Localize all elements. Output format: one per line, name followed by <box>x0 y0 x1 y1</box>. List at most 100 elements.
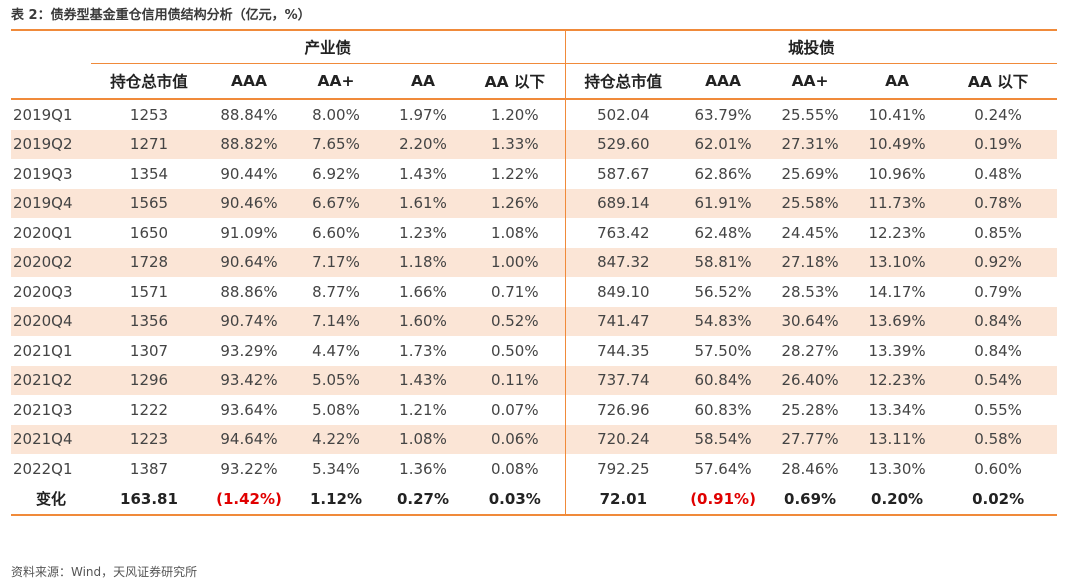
table-cell: 28.53% <box>781 282 839 301</box>
table-cell: 1.43% <box>381 365 465 395</box>
table-cell: 57.64% <box>694 459 752 478</box>
table-cell: 24.45% <box>781 223 839 242</box>
table-cell: 587.67 <box>597 164 650 183</box>
col-header: AA 以下 <box>939 63 1058 100</box>
table-cell: 7.14% <box>291 306 381 336</box>
table-cell: 744.35 <box>597 341 650 360</box>
table-cell: 1223 <box>91 424 207 454</box>
table-row: 2019Q1 1253 88.84% 8.00% 1.97% 1.20% 502.04 63.… <box>11 99 1057 130</box>
table-cell: 13.34% <box>868 400 926 419</box>
table-cell: 27.77% <box>765 424 856 454</box>
table-row: 2021Q4 1223 94.64% 4.22% 1.08% 0.06% 720.24 58.… <box>11 424 1058 454</box>
change-row: 变化 163.81 (1.42%) 1.12% 0.27% 0.03% 72.01 (0.91… <box>11 483 1058 516</box>
table-cell: 54.83% <box>681 306 766 336</box>
credit-bond-table: 产业债 城投债 持仓总市值 AAA AA+ AA AA 以下 持仓总市值 AAA… <box>11 29 1058 516</box>
table-cell: 13.10% <box>855 247 940 277</box>
table-cell: 61.91% <box>681 188 766 218</box>
row-label: 2019Q2 <box>11 129 91 159</box>
table-row: 2022Q1 1387 93.22% 5.34% 1.36% 0.08% 792.25 57.… <box>11 454 1057 484</box>
change-cell: 0.02% <box>939 483 1058 516</box>
table-cell: 1.08% <box>465 218 566 248</box>
table-cell: 0.08% <box>465 454 566 484</box>
table-row: 2019Q2 1271 88.82% 7.65% 2.20% 1.33% 529.60 62.… <box>11 129 1058 159</box>
table-cell: 5.05% <box>291 365 381 395</box>
table-cell: 12.23% <box>868 223 926 242</box>
table-cell: 93.42% <box>207 365 291 395</box>
table-cell: 0.07% <box>465 395 566 425</box>
row-label: 2022Q1 <box>13 459 73 478</box>
row-label: 2021Q2 <box>11 365 91 395</box>
table-cell: 0.60% <box>974 459 1022 478</box>
table-row: 2019Q3 1354 90.44% 6.92% 1.43% 1.22% 587.67 62.… <box>11 159 1057 189</box>
row-label: 2019Q3 <box>13 164 73 183</box>
table-cell: 1.18% <box>381 247 465 277</box>
table-cell: 792.25 <box>597 459 650 478</box>
table-cell: 0.58% <box>939 424 1058 454</box>
table-row: 2021Q1 1307 93.29% 4.47% 1.73% 0.50% 744.35 57.… <box>11 336 1057 366</box>
table-cell: 1.21% <box>399 400 447 419</box>
table-cell: 25.69% <box>781 164 839 183</box>
table-cell: 90.46% <box>207 188 291 218</box>
table-cell: 27.18% <box>765 247 856 277</box>
table-cell: 1271 <box>91 129 207 159</box>
table-row: 2020Q4 1356 90.74% 7.14% 1.60% 0.52% 741.47 54.… <box>11 306 1058 336</box>
table-cell: 0.06% <box>465 424 566 454</box>
table-row: 2020Q3 1571 88.86% 8.77% 1.66% 0.71% 849.10 56.… <box>11 277 1057 307</box>
change-cell: 1.12% <box>291 483 381 516</box>
table-cell: 62.48% <box>694 223 752 242</box>
row-label: 2021Q1 <box>13 341 73 360</box>
table-cell: 91.09% <box>220 223 278 242</box>
table-cell: 1296 <box>91 365 207 395</box>
table-cell: 1354 <box>129 164 169 183</box>
table-cell: 0.71% <box>465 277 566 307</box>
table-cell: 13.39% <box>868 341 926 360</box>
table-cell: 1.43% <box>399 164 447 183</box>
col-header: 持仓总市值 <box>565 63 682 100</box>
change-label: 变化 <box>11 483 91 516</box>
table-cell: 88.84% <box>220 105 278 124</box>
table-cell: 4.22% <box>291 424 381 454</box>
table-cell: 7.17% <box>291 247 381 277</box>
table-cell: 93.22% <box>220 459 278 478</box>
table-cell: 63.79% <box>694 105 752 124</box>
corner-cell <box>11 29 91 64</box>
table-cell: 1.61% <box>381 188 465 218</box>
table-cell: 763.42 <box>597 223 650 242</box>
table-cell: 1253 <box>129 105 169 124</box>
table-cell: 741.47 <box>565 306 682 336</box>
row-label: 2019Q1 <box>13 105 73 124</box>
table-cell: 0.55% <box>974 400 1022 419</box>
table-row: 2021Q3 1222 93.64% 5.08% 1.21% 0.07% 726.96 60.… <box>11 395 1057 425</box>
col-header: 持仓总市值 <box>91 63 207 100</box>
table-cell: 6.60% <box>312 223 360 242</box>
table-cell: 0.79% <box>974 282 1022 301</box>
table-cell: 1.08% <box>381 424 465 454</box>
table-cell: 30.64% <box>765 306 856 336</box>
row-label: 2021Q4 <box>11 424 91 454</box>
table-cell: 62.01% <box>681 129 766 159</box>
table-cell: 28.46% <box>781 459 839 478</box>
table-cell: 1.20% <box>465 99 566 130</box>
source-note: 资料来源：Wind，天风证券研究所 <box>11 565 198 579</box>
table-cell: 94.64% <box>207 424 291 454</box>
table-cell: 14.17% <box>868 282 926 301</box>
change-cell: 0.20% <box>855 483 940 516</box>
table-cell: 6.92% <box>312 164 360 183</box>
table-row: 2020Q1 1650 91.09% 6.60% 1.23% 1.08% 763.42 62.… <box>11 218 1057 248</box>
table-cell: 11.73% <box>855 188 940 218</box>
row-label: 2019Q4 <box>11 188 91 218</box>
table-cell: 90.44% <box>220 164 278 183</box>
table-cell: 13.11% <box>855 424 940 454</box>
table-cell: 1.97% <box>399 105 447 124</box>
change-cell: 72.01 <box>565 483 682 516</box>
table-cell: 60.84% <box>681 365 766 395</box>
table-cell: 1.22% <box>465 159 566 189</box>
table-cell: 62.86% <box>694 164 752 183</box>
table-cell: 1565 <box>91 188 207 218</box>
table-body: 2019Q1 1253 88.84% 8.00% 1.97% 1.20% 502.04 63.… <box>11 99 1058 516</box>
col-header: AA <box>855 63 940 100</box>
table-cell: 1.36% <box>399 459 447 478</box>
table-cell: 8.77% <box>312 282 360 301</box>
table-cell: 13.30% <box>868 459 926 478</box>
